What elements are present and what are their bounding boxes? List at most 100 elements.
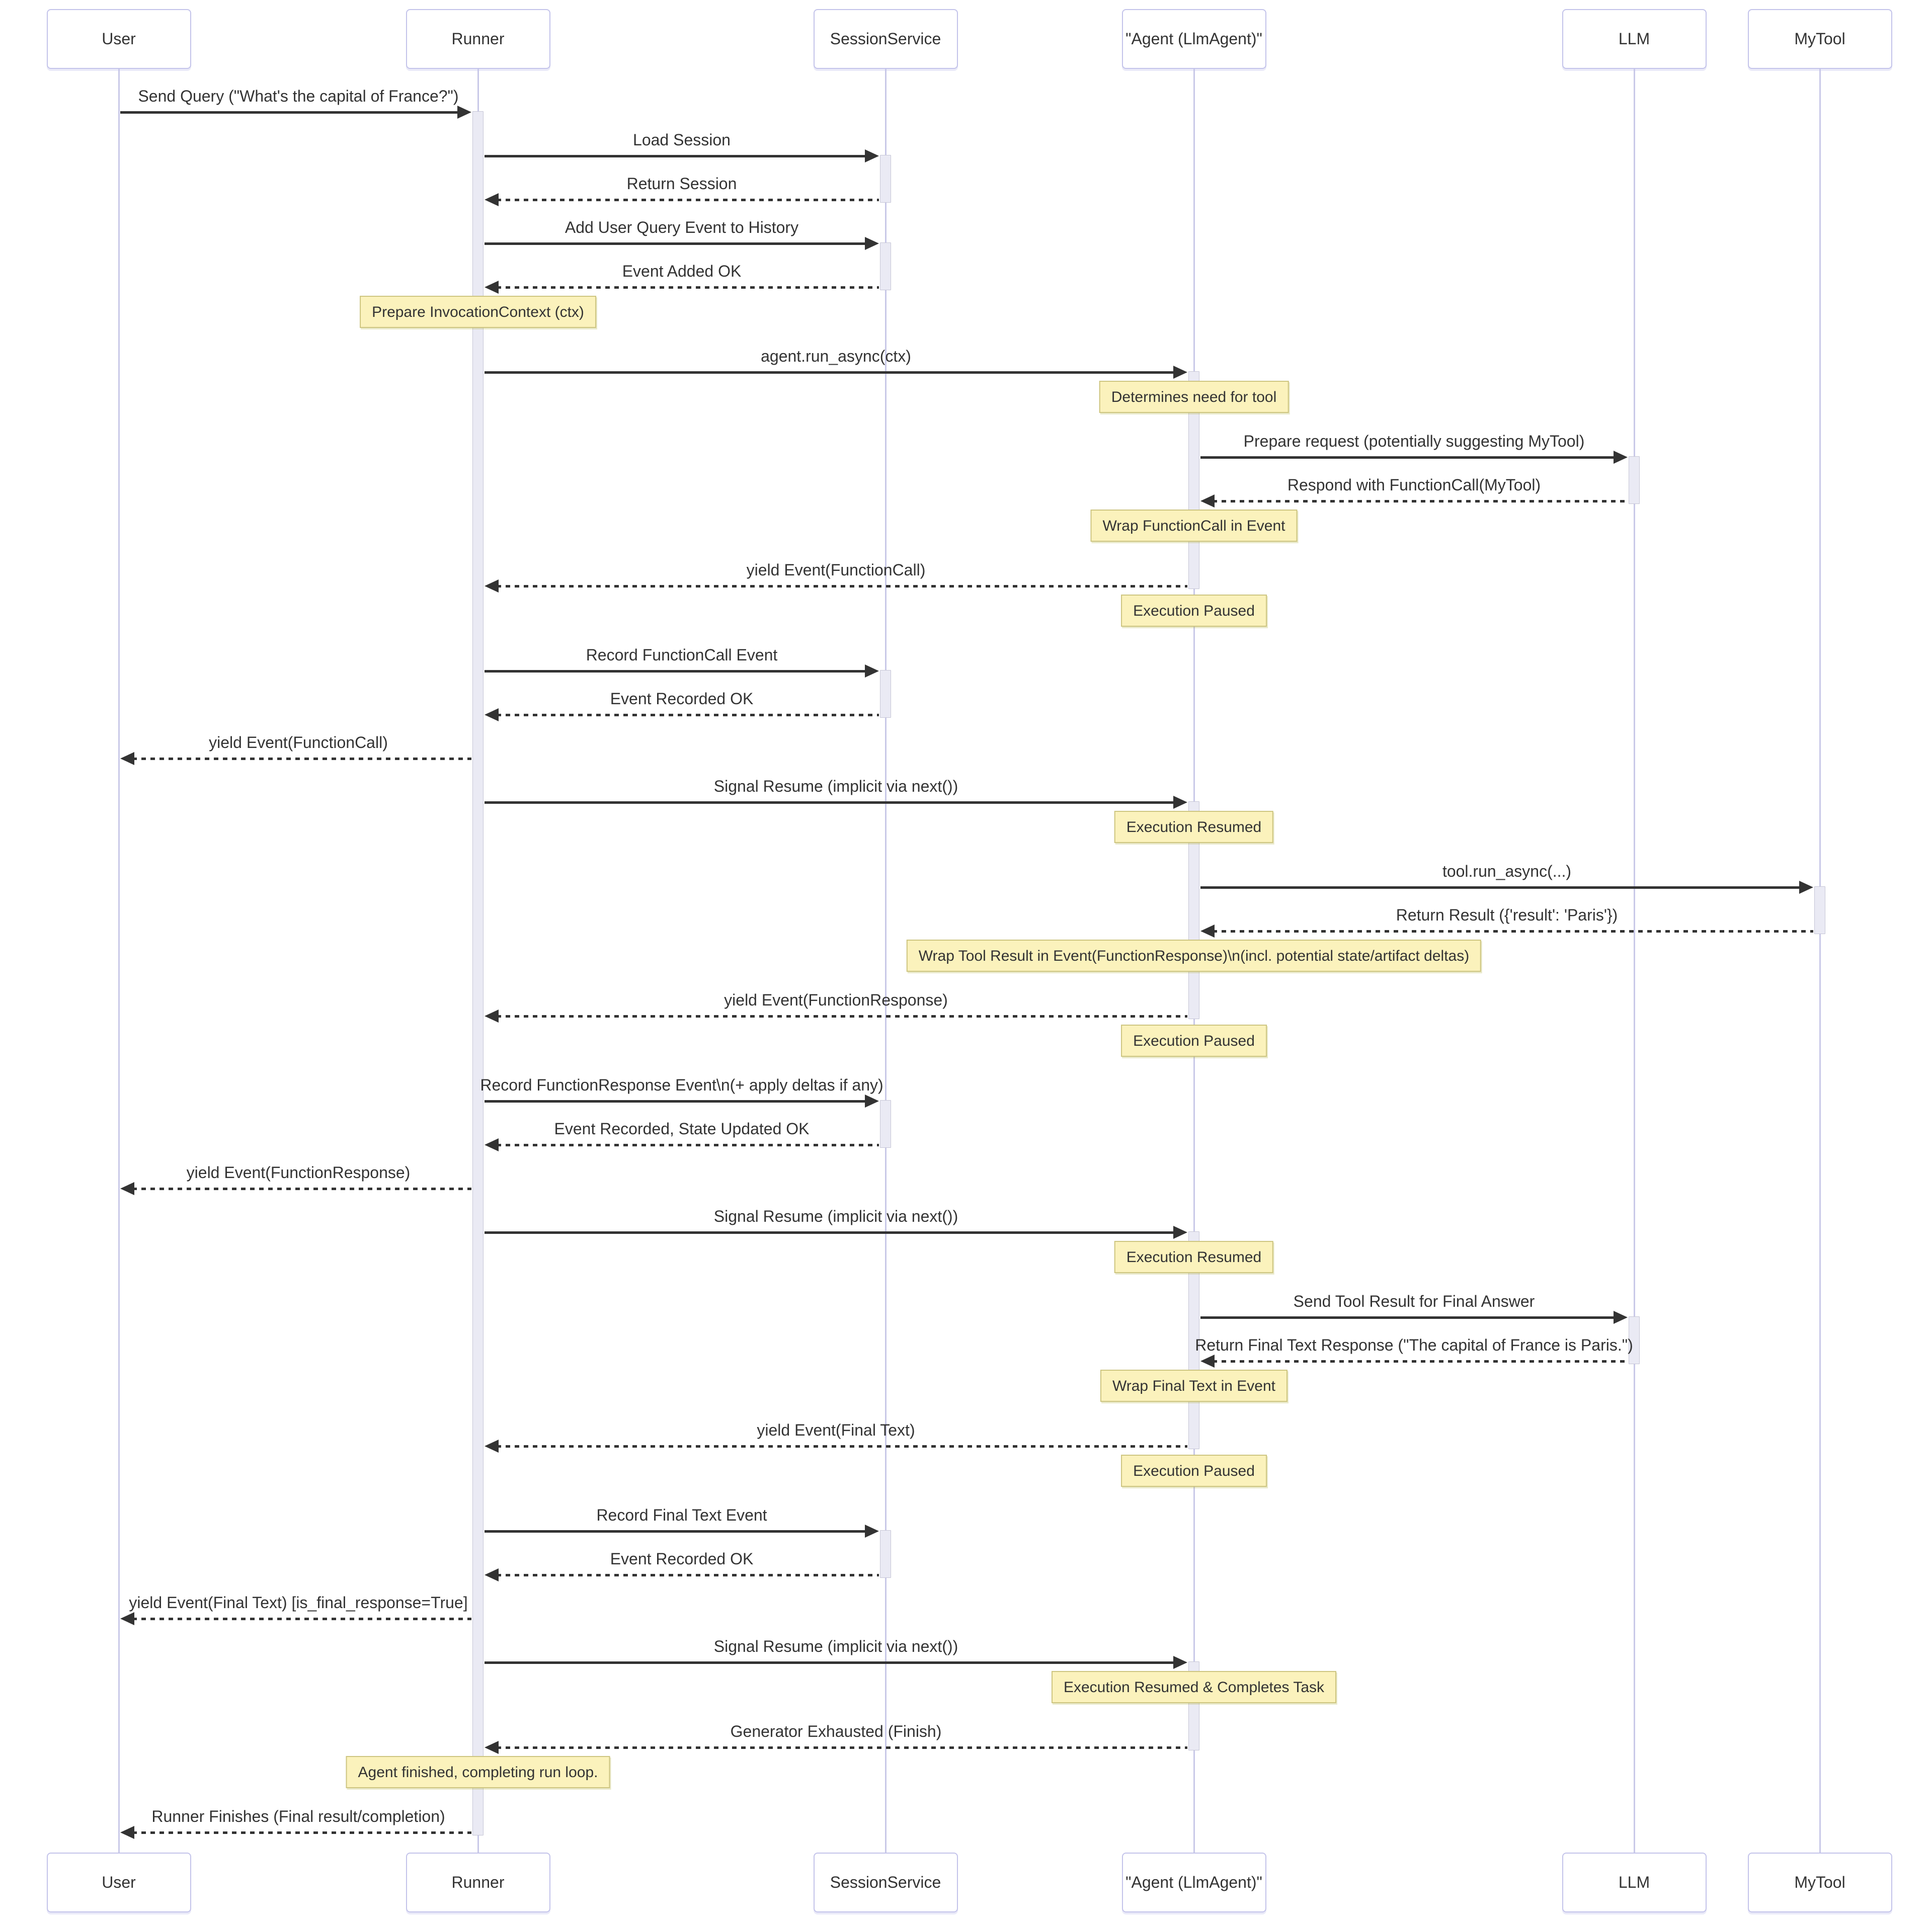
- message-label: Record Final Text Event: [596, 1506, 767, 1524]
- actor-user-bottom: User: [46, 1853, 191, 1912]
- message-line: [485, 155, 867, 157]
- arrowhead-icon: [1614, 1311, 1628, 1324]
- arrowhead-icon: [485, 708, 499, 721]
- arrowhead-icon: [865, 1525, 879, 1538]
- actor-llm-bottom: LLM: [1562, 1853, 1707, 1912]
- message-label: Signal Resume (implicit via next()): [713, 1637, 958, 1655]
- arrowhead-icon: [120, 1612, 134, 1625]
- message-line: [485, 1661, 1175, 1664]
- activation-llm: [1629, 1316, 1640, 1364]
- message-label: yield Event(FunctionCall): [209, 733, 388, 751]
- message-label: yield Event(FunctionCall): [746, 561, 926, 579]
- message-label: agent.run_async(ctx): [761, 347, 911, 365]
- note: Wrap Final Text in Event: [1100, 1370, 1288, 1402]
- arrowhead-icon: [457, 106, 471, 119]
- actor-mytool-top: MyTool: [1747, 9, 1892, 69]
- message-label: Signal Resume (implicit via next()): [713, 777, 958, 795]
- actor-agent-bottom: "Agent (LlmAgent)": [1121, 1853, 1266, 1912]
- message-line: [485, 1231, 1175, 1234]
- activation-llm: [1629, 456, 1640, 504]
- message-label: tool.run_async(...): [1442, 862, 1572, 880]
- message-line: [485, 801, 1175, 804]
- message-line: [497, 199, 879, 201]
- note: Execution Resumed: [1114, 1241, 1274, 1273]
- arrowhead-icon: [485, 1568, 499, 1581]
- arrowhead-icon: [485, 1440, 499, 1453]
- lifeline-mytool: [1819, 69, 1821, 1853]
- actor-label: User: [102, 1873, 136, 1891]
- message-label: Record FunctionCall Event: [586, 646, 778, 664]
- message-label: Event Recorded OK: [610, 1550, 754, 1568]
- message-line: [132, 1618, 471, 1620]
- note: Determines need for tool: [1099, 381, 1289, 413]
- actor-session-bottom: SessionService: [813, 1853, 958, 1912]
- arrowhead-icon: [1173, 1226, 1187, 1239]
- arrowhead-icon: [1614, 451, 1628, 464]
- arrowhead-icon: [485, 1741, 499, 1754]
- message-line: [485, 371, 1175, 374]
- message-line: [485, 670, 867, 673]
- message-line: [497, 1015, 1187, 1018]
- actor-label: User: [102, 30, 136, 48]
- note: Execution Paused: [1121, 595, 1267, 627]
- activation-session: [880, 155, 891, 203]
- message-label: Record FunctionResponse Event\n(+ apply …: [480, 1076, 883, 1094]
- actor-agent-top: "Agent (LlmAgent)": [1121, 9, 1266, 69]
- actor-label: "Agent (LlmAgent)": [1125, 30, 1262, 48]
- message-line: [497, 1746, 1187, 1749]
- message-line: [1213, 500, 1628, 503]
- message-label: Event Recorded OK: [610, 690, 754, 708]
- actor-label: Runner: [451, 30, 505, 48]
- actor-label: LLM: [1618, 1873, 1650, 1891]
- message-label: Return Session: [626, 175, 737, 193]
- message-line: [497, 714, 879, 716]
- activation-session: [880, 670, 891, 718]
- message-label: Return Final Text Response ("The capital…: [1195, 1336, 1633, 1354]
- message-label: Add User Query Event to History: [565, 218, 799, 236]
- arrowhead-icon: [865, 664, 879, 678]
- message-line: [120, 111, 459, 114]
- message-label: Event Recorded, State Updated OK: [554, 1120, 810, 1138]
- arrowhead-icon: [120, 1826, 134, 1839]
- message-label: Send Query ("What's the capital of Franc…: [138, 87, 459, 105]
- arrowhead-icon: [120, 1182, 134, 1195]
- note: Wrap Tool Result in Event(FunctionRespon…: [906, 940, 1482, 972]
- note: Agent finished, completing run loop.: [346, 1756, 610, 1788]
- message-line: [1200, 456, 1616, 459]
- arrowhead-icon: [1173, 1656, 1187, 1669]
- arrowhead-icon: [1200, 1355, 1215, 1368]
- arrowhead-icon: [1799, 881, 1813, 894]
- message-line: [497, 585, 1187, 588]
- lifeline-session: [884, 69, 887, 1853]
- message-line: [485, 242, 867, 245]
- actor-session-top: SessionService: [813, 9, 958, 69]
- message-line: [1200, 886, 1801, 889]
- message-line: [1200, 1316, 1616, 1319]
- note: Execution Paused: [1121, 1025, 1267, 1057]
- arrowhead-icon: [1200, 925, 1215, 938]
- note: Execution Resumed: [1114, 811, 1274, 843]
- actor-label: SessionService: [830, 30, 941, 48]
- message-line: [497, 1574, 879, 1576]
- message-line: [132, 1831, 471, 1834]
- arrowhead-icon: [865, 1095, 879, 1108]
- arrowhead-icon: [1173, 796, 1187, 809]
- actor-llm-top: LLM: [1562, 9, 1707, 69]
- message-label: Generator Exhausted (Finish): [730, 1722, 942, 1740]
- arrowhead-icon: [485, 1138, 499, 1151]
- message-label: Runner Finishes (Final result/completion…: [151, 1807, 445, 1825]
- message-label: Send Tool Result for Final Answer: [1293, 1292, 1535, 1310]
- message-label: Signal Resume (implicit via next()): [713, 1207, 958, 1225]
- actor-label: Runner: [451, 1873, 505, 1891]
- lifeline-user: [118, 69, 120, 1853]
- message-label: yield Event(Final Text): [757, 1421, 915, 1439]
- message-line: [497, 286, 879, 289]
- message-line: [485, 1100, 867, 1103]
- lifeline-llm: [1633, 69, 1635, 1853]
- message-line: [497, 1144, 879, 1146]
- actor-label: LLM: [1618, 30, 1650, 48]
- message-line: [485, 1530, 867, 1533]
- activation-session: [880, 1100, 891, 1148]
- message-label: yield Event(FunctionResponse): [724, 991, 948, 1009]
